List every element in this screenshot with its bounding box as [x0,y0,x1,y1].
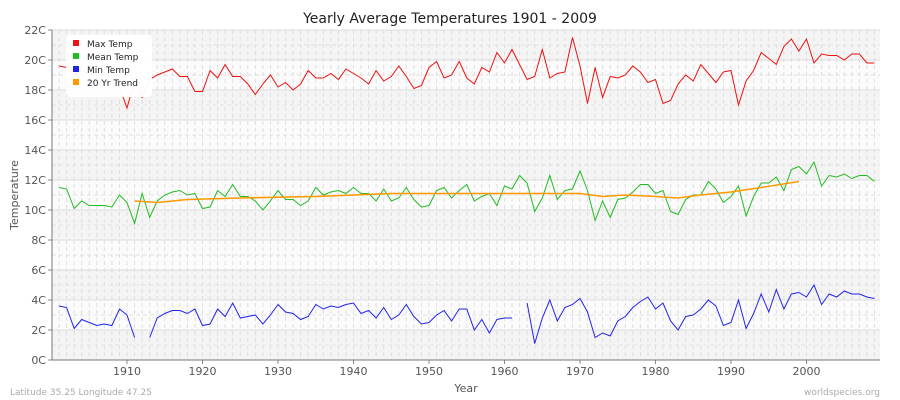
legend-swatch [73,40,79,46]
chart-title: Yearly Average Temperatures 1901 - 2009 [302,11,597,27]
y-tick-label: 22C [24,24,46,37]
series-min-temp [58,283,875,344]
series-line [58,37,875,110]
x-tick-label: 1960 [491,365,519,378]
legend-swatch [73,79,79,85]
y-tick-label: 14C [24,144,46,157]
y-tick-label: 4C [31,294,46,307]
y-tick-label: 16C [24,114,46,127]
x-tick-label: 1970 [566,365,594,378]
legend-swatch [73,66,79,72]
x-tick-label: 2000 [793,365,821,378]
y-tick-label: 6C [31,264,46,277]
x-tick-label: 1940 [340,365,368,378]
series-mean-temp [58,160,875,226]
y-tick-label: 12C [24,174,46,187]
source-label: worldspecies.org [804,388,880,398]
legend: Max Temp Mean Temp Min Temp 20 Yr Trend [66,35,152,97]
series-line [58,160,875,226]
y-tick-label: 8C [31,234,46,247]
y-tick-label: 20C [24,54,46,67]
legend-box [66,35,152,97]
x-tick-label: 1920 [189,365,217,378]
x-tick-label: 1980 [642,365,670,378]
x-tick-label: 1990 [717,365,745,378]
location-label: Latitude 35.25 Longitude 47.25 [10,388,152,398]
y-tick-label: 0C [31,354,46,367]
y-tick-label: 2C [31,324,46,337]
x-axis-label: Year [453,382,478,395]
x-tick-label: 1950 [415,365,443,378]
series-20-yr-trend [134,180,800,204]
series-line [134,180,800,204]
x-tick-label: 1910 [113,365,141,378]
legend-swatch [73,53,79,59]
legend-label: Mean Temp [87,53,139,63]
y-tick-label: 18C [24,84,46,97]
y-tick-label: 10C [24,204,46,217]
legend-label: 20 Yr Trend [87,79,138,89]
x-tick-label: 1930 [264,365,292,378]
series-max-temp [58,37,875,110]
y-axis-label: Temperature [8,160,21,231]
legend-label: Min Temp [87,66,130,76]
legend-label: Max Temp [87,40,133,50]
